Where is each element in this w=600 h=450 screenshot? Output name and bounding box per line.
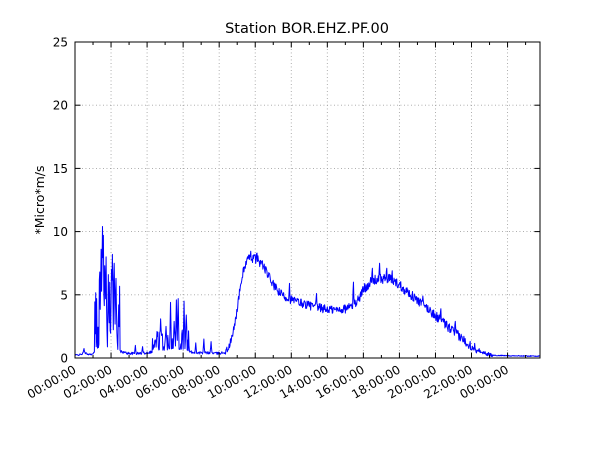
chart-title: Station BOR.EHZ.PF.00 — [225, 21, 389, 37]
axis-ticks — [74, 41, 540, 359]
y-tick-label: 15 — [53, 162, 68, 176]
rsam-data-line — [74, 226, 541, 358]
y-tick-label: 0 — [60, 352, 68, 366]
y-tick-label: 5 — [60, 288, 68, 302]
plot-border — [74, 41, 541, 359]
y-tick-label: 10 — [53, 225, 68, 239]
y-tick-label: 20 — [53, 99, 68, 113]
data-series — [74, 226, 541, 358]
gridlines — [75, 42, 540, 358]
y-axis-label: *Micro*m/s — [32, 165, 47, 234]
y-tick-label: 25 — [53, 36, 68, 50]
